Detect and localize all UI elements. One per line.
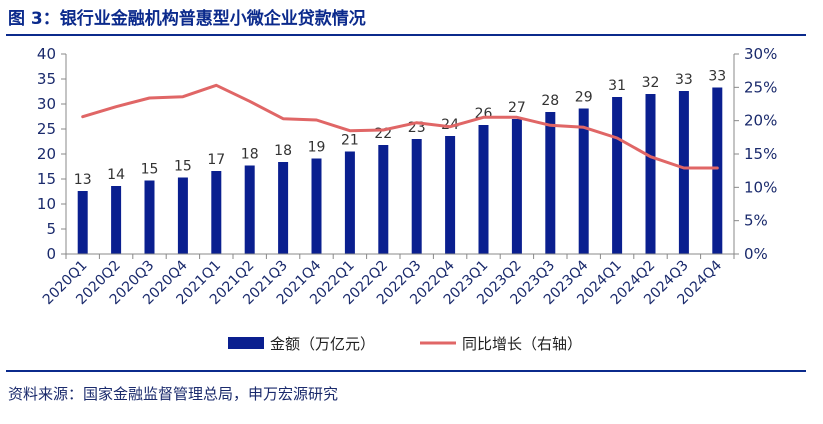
bar-label-2021Q2: 18 — [241, 147, 259, 163]
bar-label-2022Q1: 21 — [341, 133, 359, 149]
bar-2020Q2 — [111, 186, 122, 254]
bar-label-2022Q4: 24 — [441, 117, 459, 133]
bar-2022Q2 — [378, 145, 389, 254]
chart-title: 图 3：银行业金融机构普惠型小微企业贷款情况 — [8, 9, 366, 29]
legend-bar-swatch — [228, 337, 264, 349]
bar-label-2021Q4: 19 — [308, 140, 326, 156]
right-tick-label: 10% — [744, 178, 777, 196]
legend-line-label: 同比增长（右轴） — [462, 335, 582, 353]
bar-label-2020Q2: 14 — [107, 167, 125, 183]
growth-line — [81, 83, 719, 170]
bar-2023Q4 — [578, 108, 589, 254]
right-tick-label: 0% — [744, 245, 768, 263]
bar-label-2021Q1: 17 — [207, 152, 225, 168]
bar-label-2020Q4: 15 — [174, 159, 192, 175]
bar-2024Q2 — [645, 94, 656, 254]
bar-label-2024Q4: 33 — [708, 69, 726, 85]
left-tick-label: 0 — [46, 245, 56, 263]
source-divider — [6, 370, 806, 372]
bar-label-2020Q3: 15 — [141, 162, 159, 178]
bar-2021Q1 — [211, 171, 222, 254]
left-tick-label: 20 — [37, 145, 56, 163]
right-tick-label: 30% — [744, 45, 777, 63]
bar-2022Q4 — [445, 136, 456, 254]
left-tick-label: 15 — [37, 170, 56, 188]
right-tick-label: 5% — [744, 212, 768, 230]
bar-2020Q3 — [144, 180, 155, 254]
bar-label-2024Q1: 31 — [608, 78, 626, 94]
left-tick-label: 40 — [37, 45, 56, 63]
bar-label-2024Q3: 33 — [675, 72, 693, 88]
bar-label-2024Q2: 32 — [642, 75, 660, 91]
bar-label-2021Q3: 18 — [274, 143, 292, 159]
bar-2022Q3 — [411, 139, 422, 254]
bar-2023Q1 — [478, 125, 489, 254]
legend-bar-label: 金额（万亿元） — [270, 335, 375, 353]
bar-2023Q2 — [511, 119, 522, 254]
bar-label-2020Q1: 13 — [74, 172, 92, 188]
bar-label-2023Q4: 29 — [575, 90, 593, 106]
left-tick-label: 5 — [46, 220, 56, 238]
bar-2021Q2 — [244, 165, 255, 254]
bar-2020Q4 — [177, 177, 188, 254]
left-tick-label: 30 — [37, 95, 56, 113]
bar-label-2023Q2: 27 — [508, 100, 526, 116]
left-tick-label: 25 — [37, 120, 56, 138]
source-note: 资料来源：国家金融监督管理总局，申万宏源研究 — [8, 385, 339, 403]
right-tick-label: 25% — [744, 78, 777, 96]
bar-2020Q1 — [77, 191, 88, 254]
bar-2021Q3 — [278, 162, 289, 254]
bar-2021Q4 — [311, 158, 322, 254]
bar-series — [77, 87, 723, 254]
bar-2024Q4 — [712, 87, 723, 254]
left-tick-label: 35 — [37, 70, 56, 88]
bar-2024Q3 — [678, 91, 689, 254]
bar-label-2023Q3: 28 — [541, 93, 559, 109]
right-tick-label: 20% — [744, 112, 777, 130]
legend: 金额（万亿元） 同比增长（右轴） — [228, 335, 582, 353]
growth-line-series — [81, 83, 719, 170]
title-divider — [6, 34, 806, 36]
bar-2022Q1 — [344, 151, 355, 254]
bar-2023Q3 — [545, 112, 556, 254]
bar-2024Q1 — [612, 97, 623, 254]
right-tick-label: 15% — [744, 145, 777, 163]
left-tick-label: 10 — [37, 195, 56, 213]
